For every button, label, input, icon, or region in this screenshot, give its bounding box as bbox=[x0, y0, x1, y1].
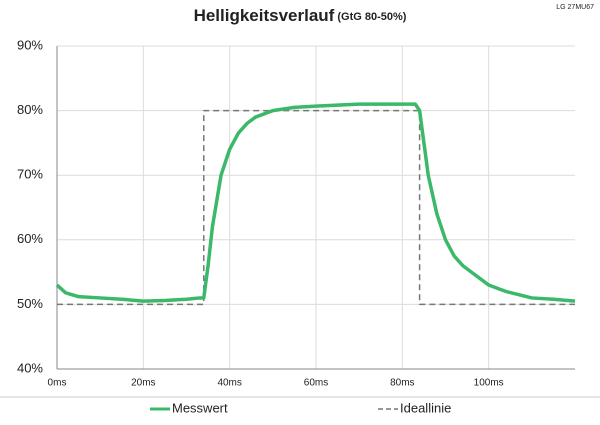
legend-label: Messwert bbox=[172, 400, 228, 415]
x-tick-label: 40ms bbox=[217, 378, 241, 389]
y-tick-label: 90% bbox=[17, 37, 43, 52]
x-tick-label: 60ms bbox=[304, 378, 328, 389]
x-tick-label: 20ms bbox=[131, 378, 155, 389]
series-line bbox=[55, 102, 576, 303]
chart-title-group: Helligkeitsverlauf (GtG 80-50%) bbox=[194, 6, 407, 25]
y-tick-label: 50% bbox=[17, 296, 43, 311]
series-line bbox=[57, 109, 575, 306]
y-tick-label: 40% bbox=[17, 360, 43, 375]
legend-label: Ideallinie bbox=[400, 400, 451, 415]
chart-subtitle: (GtG 80-50%) bbox=[337, 11, 406, 23]
x-tick-label: 0ms bbox=[48, 378, 67, 389]
x-tick-label: 100ms bbox=[474, 378, 504, 389]
x-tick-label: 80ms bbox=[390, 378, 414, 389]
y-tick-label: 70% bbox=[17, 167, 43, 182]
watermark: LG 27MU67 bbox=[556, 4, 594, 11]
y-tick-label: 80% bbox=[17, 102, 43, 117]
chart-title: Helligkeitsverlauf bbox=[194, 6, 335, 25]
y-tick-label: 60% bbox=[17, 231, 43, 246]
